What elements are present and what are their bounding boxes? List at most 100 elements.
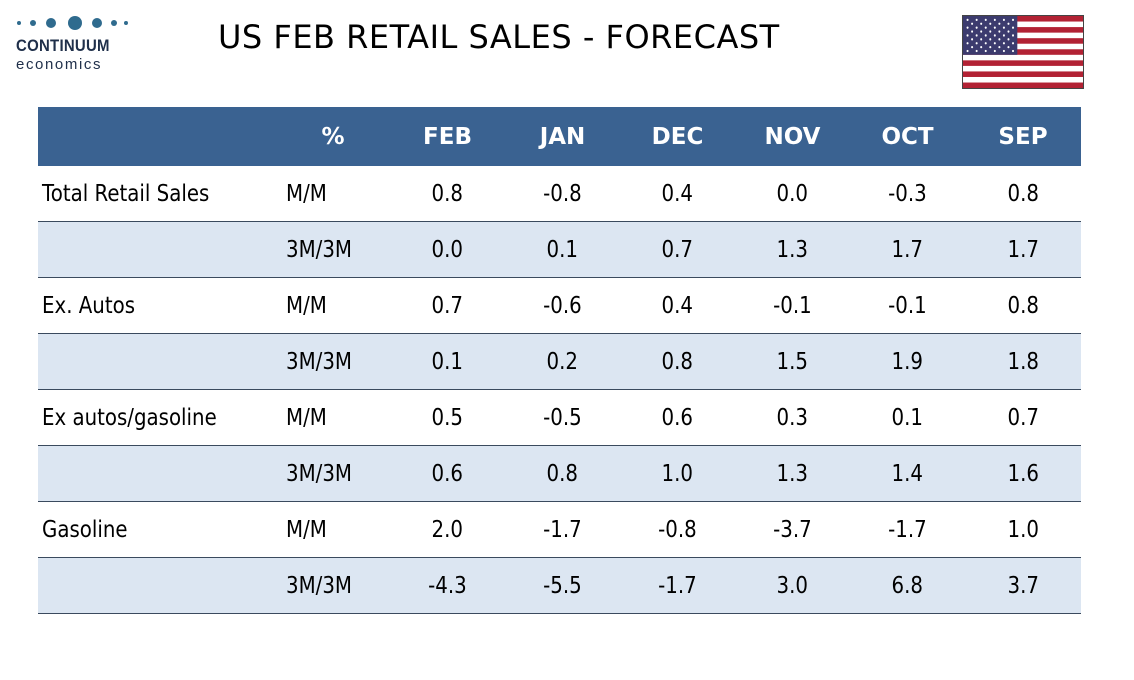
table-cell: 1.3 <box>735 221 850 278</box>
table-cell: 0.4 <box>620 166 735 222</box>
table-cell: 6.8 <box>850 557 965 614</box>
table-cell: 1.7 <box>965 221 1081 278</box>
row-label-text: Ex autos/gasoline <box>42 404 217 431</box>
flag-star <box>998 45 1001 49</box>
flag-star <box>993 49 996 53</box>
cell-value: 0.1 <box>546 236 579 263</box>
table-cell: 0.1 <box>505 221 620 278</box>
table-cell: 0.6 <box>390 445 505 502</box>
cell-value: 3.0 <box>776 572 809 599</box>
table-cell: 1.8 <box>965 333 1081 390</box>
table-cell: 0.8 <box>965 277 1081 334</box>
row-label-text: Total Retail Sales <box>42 180 210 207</box>
flag-star <box>975 49 978 53</box>
table-cell: 0.8 <box>505 445 620 502</box>
flag-star <box>966 42 969 45</box>
flag-star <box>998 30 1001 33</box>
table-cell: -3.7 <box>735 501 850 558</box>
table-cell: -0.1 <box>850 277 965 334</box>
cell-value: 0.1 <box>891 404 924 431</box>
flag-star <box>966 49 969 53</box>
cell-value: 1.5 <box>776 348 809 375</box>
table-cell: 1.3 <box>735 445 850 502</box>
table-cell: 0.1 <box>390 333 505 390</box>
flag-star <box>1012 34 1015 37</box>
table-cell: 0.7 <box>620 221 735 278</box>
cell-value: 3.7 <box>1007 572 1039 599</box>
table-cell: -1.7 <box>850 501 965 558</box>
flag-star <box>1007 38 1010 41</box>
cell-value: 1.9 <box>891 348 924 375</box>
cell-value: 1.3 <box>776 460 809 487</box>
header-dec: DEC <box>620 107 735 166</box>
flag-star <box>980 22 983 25</box>
cell-value: 0.1 <box>431 348 464 375</box>
row-label: Ex. Autos <box>38 277 276 334</box>
row-unit: 3M/3M <box>276 333 390 390</box>
row-label <box>38 221 276 278</box>
table-cell: 1.5 <box>735 333 850 390</box>
flag-star <box>1002 18 1005 22</box>
flag-star <box>1007 30 1010 33</box>
cell-value: 0.7 <box>1007 404 1039 431</box>
cell-value: 0.0 <box>431 236 464 263</box>
cell-value: 0.8 <box>1007 292 1039 319</box>
table-cell: -0.6 <box>505 277 620 334</box>
cell-value: 1.7 <box>891 236 924 263</box>
table-cell: -1.7 <box>620 557 735 614</box>
cell-value: -1.7 <box>543 516 582 543</box>
row-unit: M/M <box>276 166 390 222</box>
table-cell: 0.3 <box>735 389 850 446</box>
flag-star <box>1002 26 1005 29</box>
row-unit: 3M/3M <box>276 445 390 502</box>
flag-star <box>1007 45 1010 49</box>
flag-star <box>966 18 969 22</box>
header-unit: % <box>276 107 390 166</box>
cell-value: -3.7 <box>773 516 812 543</box>
row-label: Gasoline <box>38 501 276 558</box>
table-cell: 1.7 <box>850 221 965 278</box>
flag-star <box>984 34 987 37</box>
flag-star <box>989 30 992 33</box>
table-cell: -0.5 <box>505 389 620 446</box>
table-cell: -1.7 <box>505 501 620 558</box>
flag-star <box>971 45 974 49</box>
cell-value: -1.7 <box>888 516 927 543</box>
flag-star <box>975 26 978 29</box>
table-cell: 1.9 <box>850 333 965 390</box>
row-label-text: Gasoline <box>42 516 128 543</box>
header-oct: OCT <box>850 107 965 166</box>
flag-star <box>975 34 978 37</box>
table-cell: 1.0 <box>620 445 735 502</box>
cell-value: 0.2 <box>546 348 579 375</box>
cell-value: -5.5 <box>543 572 582 599</box>
table-cell: 0.8 <box>965 166 1081 222</box>
table-cell: 1.4 <box>850 445 965 502</box>
table-cell: 0.4 <box>620 277 735 334</box>
flag-star <box>984 49 987 53</box>
header-sep: SEP <box>965 107 1081 166</box>
table-cell: 0.1 <box>850 389 965 446</box>
row-unit-text: M/M <box>286 292 327 319</box>
cell-value: 0.6 <box>661 404 694 431</box>
cell-value: 1.4 <box>891 460 924 487</box>
table-cell: 0.6 <box>620 389 735 446</box>
header-nov: NOV <box>735 107 850 166</box>
retail-sales-table: % FEB JAN DEC NOV OCT SEP Total Retail Sales M/… <box>38 107 1081 614</box>
flag-star <box>989 45 992 49</box>
cell-value: -0.8 <box>543 180 582 207</box>
table-row: Ex. Autos M/M 0.7 -0.6 0.4 -0.1 -0.1 0.8 <box>38 277 1081 334</box>
table-cell: -0.8 <box>505 166 620 222</box>
table-cell: 0.7 <box>390 277 505 334</box>
table-cell: -0.8 <box>620 501 735 558</box>
row-unit-text: M/M <box>286 180 327 207</box>
table-cell: 0.5 <box>390 389 505 446</box>
table-row: 3M/3M 0.0 0.1 0.7 1.3 1.7 1.7 <box>38 221 1081 278</box>
row-label <box>38 333 276 390</box>
cell-value: 0.7 <box>431 292 464 319</box>
flag-star <box>975 18 978 22</box>
cell-value: 1.6 <box>1007 460 1039 487</box>
cell-value: 2.0 <box>431 516 464 543</box>
table-cell: 1.6 <box>965 445 1081 502</box>
table-cell: 0.2 <box>505 333 620 390</box>
